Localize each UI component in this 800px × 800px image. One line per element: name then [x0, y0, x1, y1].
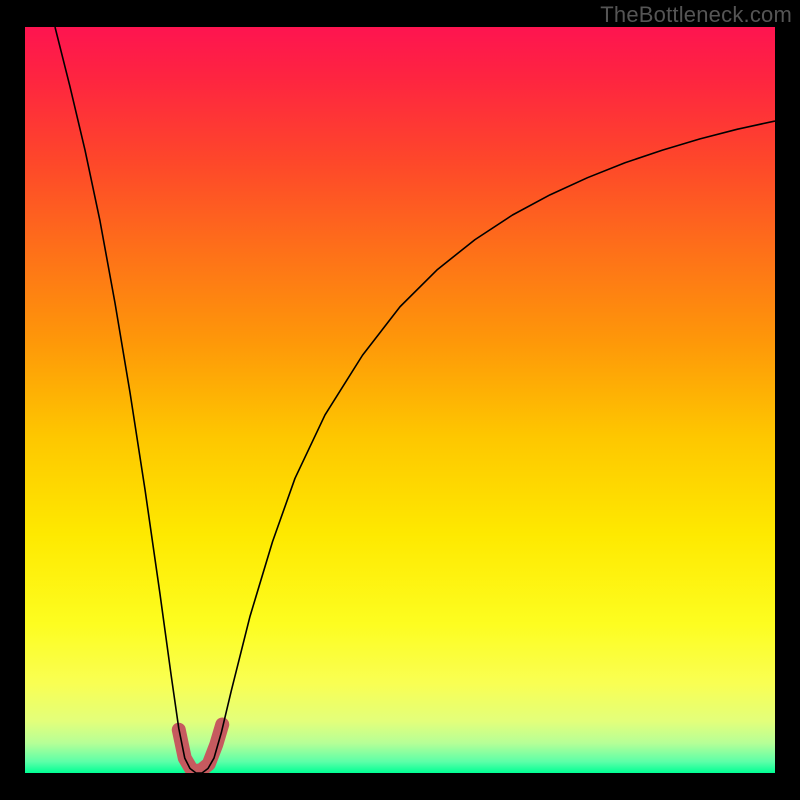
plot-background [25, 27, 775, 773]
watermark-text: TheBottleneck.com [600, 2, 792, 28]
chart-stage: TheBottleneck.com [0, 0, 800, 800]
bottleneck-chart [0, 0, 800, 800]
